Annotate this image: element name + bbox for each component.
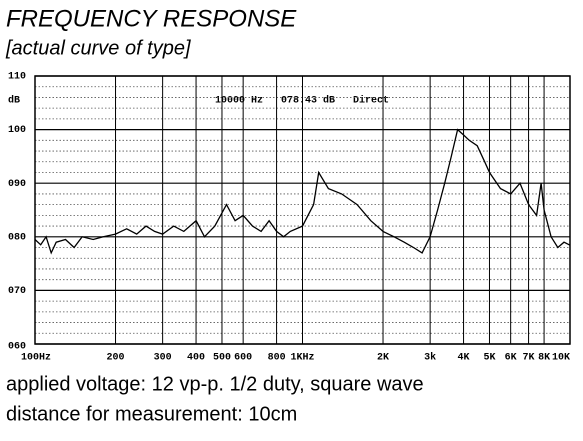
x-tick-label: 4K bbox=[458, 353, 470, 364]
x-tick-label: 5K bbox=[483, 353, 495, 364]
x-tick-label: 6K bbox=[505, 353, 517, 364]
y-tick-label: 070 bbox=[8, 286, 26, 297]
x-tick-label: 3k bbox=[424, 352, 436, 364]
plot-frame bbox=[34, 75, 571, 345]
y-tick-label: 060 bbox=[8, 342, 26, 353]
y-tick-label: 110 bbox=[8, 72, 26, 83]
y-tick-label: 100 bbox=[8, 125, 26, 136]
note: distance for measurement: 10cm bbox=[6, 403, 297, 425]
x-tick-label: 10K bbox=[552, 353, 570, 364]
chart-subtitle: [actual curve of type] bbox=[5, 37, 191, 59]
x-tick-label: 800 bbox=[268, 353, 286, 364]
x-tick-label: 400 bbox=[187, 353, 205, 364]
x-tick-label: 200 bbox=[107, 353, 125, 364]
x-tick-label: 2K bbox=[377, 353, 389, 364]
note: applied voltage: 12 vp-p. 1/2 duty, squa… bbox=[6, 373, 424, 395]
y-axis-label: dB bbox=[8, 95, 20, 107]
y-tick-label: 080 bbox=[8, 232, 26, 243]
x-tick-label: 300 bbox=[154, 353, 172, 364]
x-tick-label: 600 bbox=[234, 353, 252, 364]
x-tick-label: 7K bbox=[523, 353, 535, 364]
x-tick-label: 8K bbox=[538, 353, 550, 364]
y-tick-label: 090 bbox=[8, 179, 26, 190]
x-tick-label: 500 bbox=[213, 353, 231, 364]
x-tick-label: 1KHz bbox=[290, 353, 314, 364]
x-tick-label: 100Hz bbox=[21, 353, 51, 364]
chart-title: FREQUENCY RESPONSE bbox=[6, 5, 297, 32]
curve bbox=[34, 128, 571, 255]
